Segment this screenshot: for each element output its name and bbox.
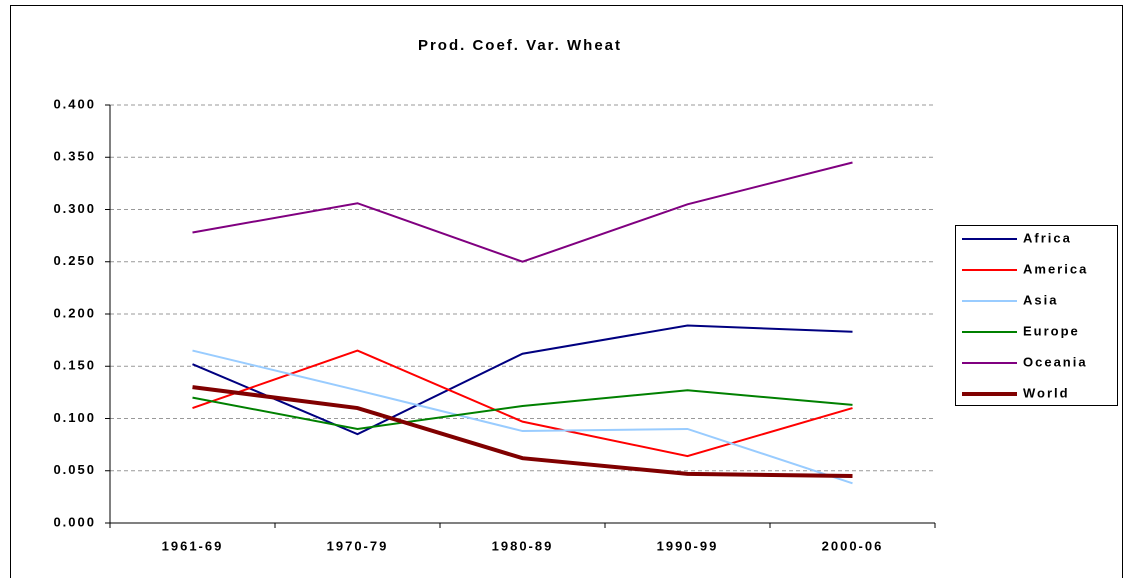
legend-label: Europe [1023,323,1080,338]
y-tick-label: 0.000 [53,514,96,529]
legend-label: Asia [1023,292,1058,307]
y-tick-label: 0.100 [53,410,96,425]
y-tick-label: 0.050 [53,462,96,477]
x-tick-label: 1961-69 [162,538,224,553]
y-tick-label: 0.350 [53,149,96,164]
y-tick-label: 0.200 [53,305,96,320]
y-tick-label: 0.150 [53,358,96,373]
line [192,349,853,485]
line [192,161,853,263]
legend-label: Oceania [1023,354,1088,369]
line [192,324,853,436]
x-tick-label: 1990-99 [657,538,719,553]
line [192,349,853,458]
line [192,389,853,430]
line [192,385,853,478]
x-tick-label: 1980-89 [492,538,554,553]
y-tick-label: 0.250 [53,253,96,268]
x-tick-label: 1970-79 [327,538,389,553]
legend-label: World [1023,385,1070,400]
y-tick-label: 0.300 [53,201,96,216]
x-tick-label: 2000-06 [822,538,884,553]
legend-label: America [1023,261,1088,276]
chart-title: Prod. Coef. Var. Wheat [418,37,622,54]
y-tick-label: 0.400 [53,96,96,111]
legend-box [955,225,1118,406]
chart-border [10,5,1123,578]
legend-label: Africa [1023,230,1072,245]
